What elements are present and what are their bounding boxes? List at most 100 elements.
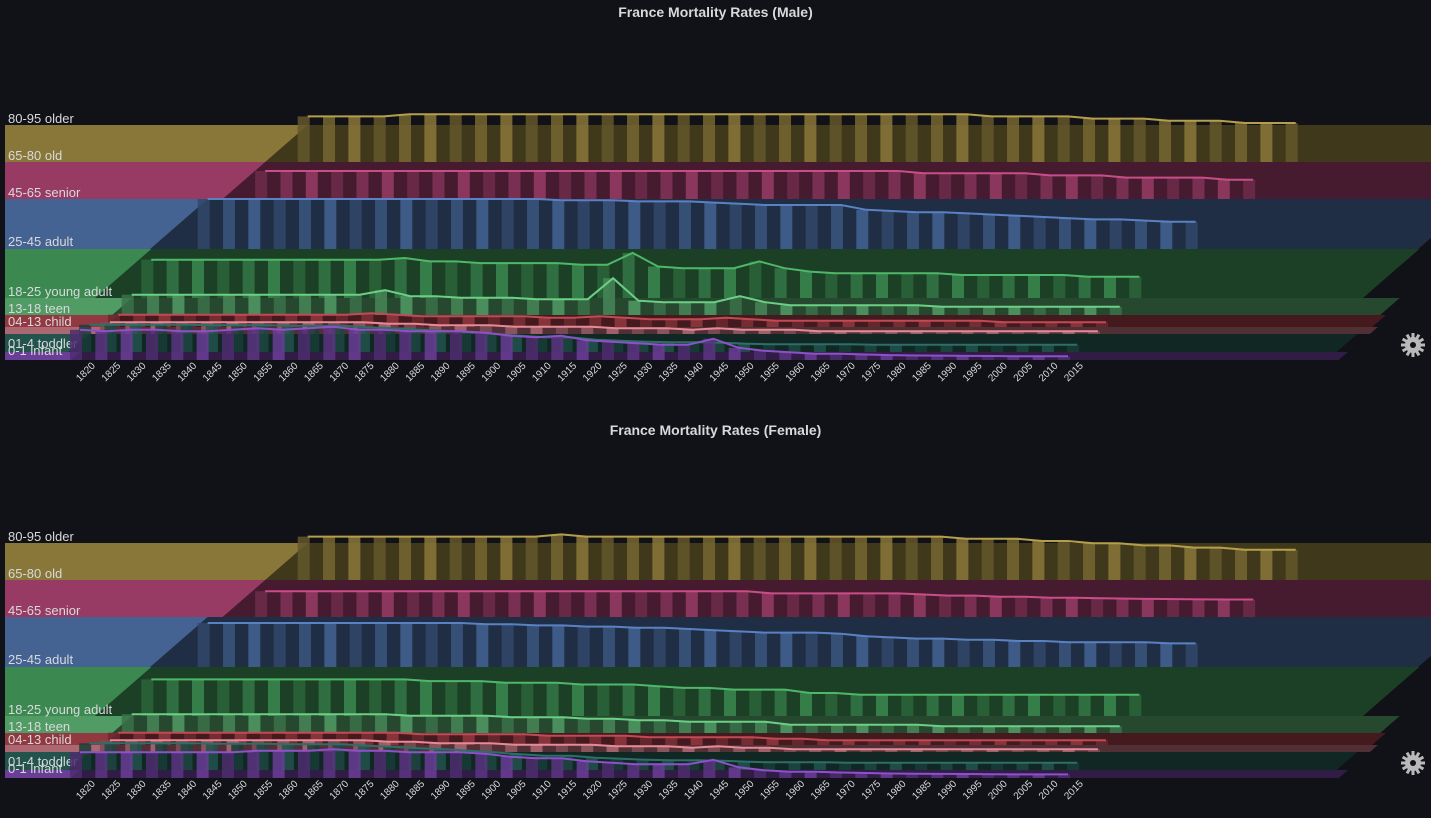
data-bar-4-13: [451, 715, 464, 733]
x-tick-label: 1840: [176, 360, 200, 384]
data-bar-5-29: [842, 320, 855, 327]
data-bar-6-25: [733, 747, 746, 752]
data-bar-4-12: [425, 715, 438, 733]
data-bar-4-39: [1109, 306, 1122, 315]
data-bar-4-20: [628, 720, 641, 733]
x-tick-label: 1905: [505, 360, 529, 384]
data-bar-5-39: [1095, 740, 1108, 745]
data-bar-8-1: [95, 752, 108, 778]
data-bar-3-3: [217, 679, 230, 716]
data-bar-8-9: [298, 750, 310, 778]
data-bar-8-7: [247, 328, 260, 360]
data-bar-4-17: [552, 299, 565, 315]
data-bar-5-24: [715, 737, 728, 745]
data-bar-0-4: [399, 114, 412, 162]
data-bar-2-33: [1033, 641, 1046, 667]
settings-gear-icon[interactable]: [1398, 330, 1428, 360]
data-bar-8-9: [298, 328, 310, 360]
data-bar-4-18: [577, 299, 590, 315]
data-bar-2-4: [298, 199, 311, 249]
data-bar-4-8: [324, 714, 337, 733]
legend-label: 25-45 adult: [8, 652, 73, 667]
data-bar-8-32: [880, 773, 893, 778]
x-tick-label: 1900: [480, 778, 504, 802]
legend-label: 01-4 toddler: [8, 336, 78, 351]
data-bar-5-19: [589, 316, 602, 327]
data-bar-7-4: [180, 743, 193, 770]
data-bar-0-20: [804, 114, 817, 162]
data-bar-8-27: [754, 770, 766, 778]
data-bar-4-22: [679, 302, 692, 315]
data-bar-8-38: [1032, 774, 1045, 778]
data-bar-1-4: [356, 171, 369, 199]
x-tick-label: 2005: [1012, 778, 1036, 802]
data-bar-4-38: [1084, 306, 1097, 315]
data-bar-3-33: [977, 694, 990, 716]
data-bar-5-14: [462, 316, 475, 327]
band-wall-8: [5, 770, 80, 778]
data-bar-1-15: [635, 591, 648, 617]
data-bar-4-3: [197, 294, 210, 315]
settings-gear-icon[interactable]: [1398, 748, 1428, 778]
data-bar-2-34: [1058, 642, 1071, 667]
data-bar-6-38: [1062, 331, 1075, 334]
data-bar-2-2: [248, 623, 261, 667]
data-bar-7-32: [889, 344, 902, 352]
data-bar-6-14: [454, 743, 467, 752]
data-bar-5-31: [893, 320, 906, 327]
data-bar-7-37: [1016, 344, 1029, 352]
data-bar-2-10: [450, 199, 463, 249]
x-tick-label: 1820: [74, 778, 98, 802]
data-bar-1-16: [660, 591, 673, 617]
data-bar-1-15: [635, 171, 648, 199]
data-bar-2-27: [881, 211, 894, 249]
x-tick-label: 1985: [910, 778, 934, 802]
data-bar-5-25: [741, 319, 754, 327]
data-bar-8-14: [424, 331, 437, 360]
data-bar-6-30: [859, 749, 872, 752]
data-bar-8-6: [222, 329, 234, 360]
data-bar-8-15: [450, 752, 462, 778]
data-bar-1-8: [457, 591, 470, 617]
data-bar-8-28: [779, 771, 792, 778]
data-bar-8-29: [804, 353, 817, 360]
data-bar-0-19: [779, 114, 792, 162]
x-tick-label: 1830: [125, 778, 149, 802]
data-bar-1-34: [1116, 598, 1129, 617]
data-bar-4-36: [1033, 726, 1046, 733]
data-bar-4-27: [805, 724, 818, 733]
data-bar-2-24: [805, 205, 818, 249]
data-bar-1-25: [888, 593, 901, 617]
x-tick-label: 1945: [708, 360, 732, 384]
data-bar-4-23: [704, 302, 717, 315]
data-bar-7-38: [1041, 344, 1054, 352]
data-bar-3-21: [673, 268, 686, 298]
legend-label: 0-1 infant: [8, 343, 63, 358]
data-bar-0-26: [956, 538, 969, 580]
data-bar-8-28: [779, 352, 792, 360]
data-bar-8-11: [348, 750, 361, 778]
data-bar-1-23: [837, 171, 850, 199]
data-bar-6-22: [657, 328, 670, 334]
data-bar-2-15: [577, 200, 590, 249]
data-bar-0-31: [1083, 118, 1096, 162]
data-bar-2-37: [1134, 220, 1147, 249]
data-bar-8-18: [526, 758, 538, 778]
female-mortality-chart: 80-95 older 65-80 old 45-65 senior 25-45 ad…: [5, 529, 1431, 802]
data-bar-4-28: [831, 724, 844, 733]
data-bar-6-13: [429, 743, 442, 752]
data-bar-7-37: [1016, 762, 1029, 770]
data-bar-5-13: [437, 734, 450, 745]
data-bar-5-16: [513, 734, 526, 745]
data-bar-3-10: [394, 679, 407, 716]
data-bar-2-7: [374, 623, 387, 667]
x-tick-label: 1885: [404, 360, 428, 384]
data-bar-3-32: [951, 694, 964, 716]
data-bar-3-3: [217, 259, 230, 298]
data-bar-2-10: [450, 623, 463, 667]
x-tick-label: 1855: [252, 778, 276, 802]
legend-label: 04-13 child: [8, 732, 72, 747]
data-bar-4-33: [957, 306, 970, 315]
data-bar-1-32: [1065, 597, 1078, 617]
data-bar-7-29: [813, 344, 826, 352]
